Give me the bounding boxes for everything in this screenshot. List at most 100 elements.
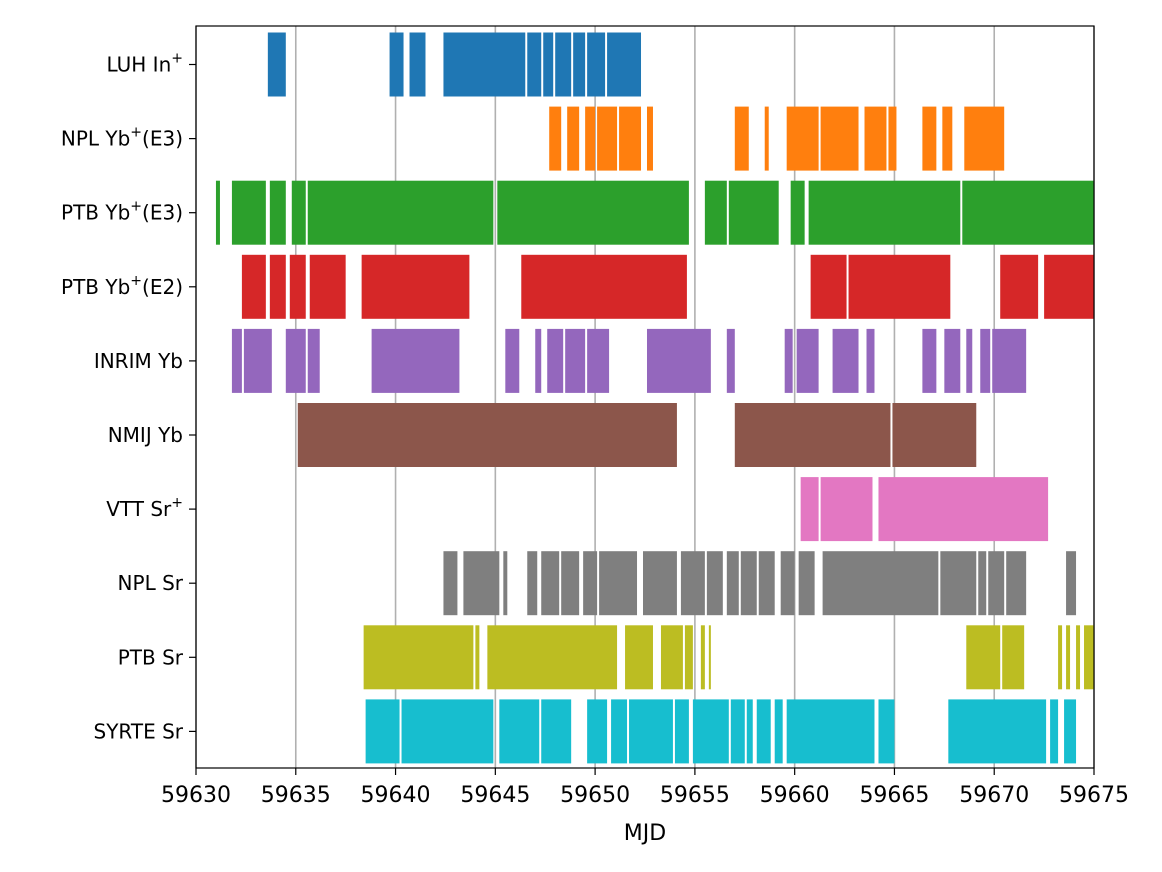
x-tick-label: 59640 [361, 783, 431, 808]
x-tick-label: 59665 [859, 783, 929, 808]
segment-bar [680, 551, 705, 616]
segment-bar [1084, 625, 1094, 690]
segment-bar [728, 180, 779, 245]
segment-bar [487, 625, 618, 690]
x-tick-label: 59635 [261, 783, 331, 808]
segment-bar [401, 699, 494, 764]
segment-bar [629, 699, 673, 764]
segment-bar [527, 551, 538, 616]
segment-bar [726, 551, 739, 616]
segment-bar [587, 699, 608, 764]
segment-bar [726, 328, 735, 393]
segment-bar [597, 106, 618, 171]
segment-bar [307, 328, 320, 393]
segment-bar [820, 477, 873, 542]
segment-bar [573, 32, 586, 97]
segment-bar [758, 551, 775, 616]
segment-bar [774, 699, 783, 764]
segment-bar [1000, 254, 1039, 319]
segment-bar [547, 328, 564, 393]
segment-bar [878, 699, 895, 764]
y-axis: LUH In+ NPL Yb+(E3) PTB Yb+(E3) PTB Yb+(E2)… [61, 51, 196, 743]
segment-bar [463, 551, 500, 616]
segment-bar [215, 180, 220, 245]
segment-bar [567, 106, 580, 171]
segment-bar [1076, 625, 1081, 690]
segment-bar [796, 328, 819, 393]
segment-bar [708, 625, 711, 690]
segment-bar [1002, 625, 1025, 690]
segment-bar [746, 699, 753, 764]
segment-bar [980, 328, 991, 393]
y-category-label: PTB Yb+(E3) [61, 199, 183, 225]
y-category-label: NPL Sr [118, 571, 184, 595]
segment-bar [365, 699, 400, 764]
x-axis-label: MJD [624, 821, 666, 846]
segment-bar [704, 180, 727, 245]
segment-bar [1066, 551, 1077, 616]
plot-frame [195, 25, 1095, 769]
segment-bar [892, 403, 977, 467]
segment-bar [309, 254, 346, 319]
y-category-label: INRIM Yb [94, 349, 183, 373]
segment-bar [443, 32, 526, 97]
segment-bar [948, 699, 1047, 764]
segment-bar [289, 254, 306, 319]
x-axis: 59630 59635 59640 59645 59650 59655 59660 59665… [161, 768, 1129, 808]
segment-bar [730, 699, 745, 764]
segment-bar [543, 32, 554, 97]
series-ptb-sr [363, 625, 1094, 690]
segment-bar [684, 625, 693, 690]
segment-bar [660, 625, 683, 690]
series-npl-sr [443, 551, 1077, 616]
segment-bar [535, 328, 542, 393]
series-npl-yb-e3- [549, 106, 1005, 171]
segment-bar [503, 551, 508, 616]
y-category-label: PTB Sr [118, 645, 184, 669]
x-tick-label: 59670 [959, 783, 1029, 808]
segment-bar [786, 699, 875, 764]
segment-bar [1058, 625, 1063, 690]
segment-bar [243, 328, 272, 393]
segment-bar [784, 328, 793, 393]
segment-bar [864, 106, 887, 171]
series-nmij-yb [297, 403, 977, 467]
segment-bar [962, 180, 1094, 245]
segment-bar [409, 32, 426, 97]
segment-bar [241, 254, 266, 319]
segment-bar [878, 477, 1049, 542]
segment-bar [1050, 699, 1059, 764]
segment-bar [942, 106, 953, 171]
y-category-label: VTT Sr+ [106, 495, 183, 521]
segment-bar [786, 106, 819, 171]
segment-bar [599, 551, 638, 616]
segment-bar [231, 328, 242, 393]
segment-bar [267, 32, 286, 97]
segment-bar [607, 32, 642, 97]
segment-bar [585, 106, 596, 171]
segment-bar [706, 551, 723, 616]
segment-bar [888, 106, 897, 171]
segment-bar [978, 551, 987, 616]
segment-bar [587, 328, 610, 393]
series-ptb-yb-e2- [241, 254, 1094, 319]
segment-bar [790, 180, 805, 245]
segment-bar [756, 699, 771, 764]
segment-bar [674, 699, 689, 764]
x-tick-label: 59655 [660, 783, 730, 808]
segment-bar [832, 328, 859, 393]
y-category-label: NMIJ Yb [108, 423, 183, 447]
segment-bar [307, 180, 494, 245]
segment-bar [922, 328, 937, 393]
segment-bar [800, 477, 819, 542]
segment-bar [808, 180, 961, 245]
series-ptb-yb-e3- [215, 180, 1094, 245]
segment-bar [734, 403, 891, 467]
segment-bar [940, 551, 977, 616]
segment-bar [363, 625, 474, 690]
x-tick-label: 59645 [460, 783, 530, 808]
series-inrim-yb [231, 328, 1027, 393]
series-luh-in- [267, 32, 642, 97]
segment-bar [389, 32, 404, 97]
segment-bar [866, 328, 875, 393]
